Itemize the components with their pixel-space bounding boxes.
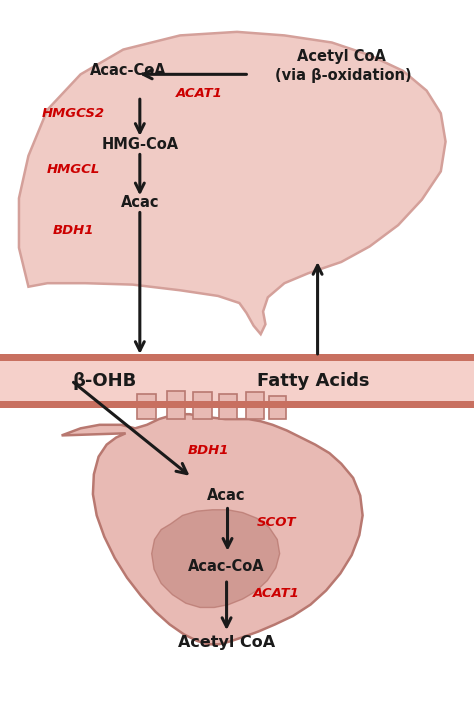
Text: BDH1: BDH1 [53,224,94,237]
Text: β-OHB: β-OHB [72,372,137,390]
Polygon shape [137,394,156,419]
Text: BDH1: BDH1 [188,444,229,457]
Polygon shape [19,32,446,334]
Text: HMGCL: HMGCL [47,164,100,176]
Polygon shape [269,396,286,419]
Polygon shape [62,414,363,644]
Text: HMG-CoA: HMG-CoA [101,137,178,152]
Text: Acetyl CoA: Acetyl CoA [178,635,275,651]
Polygon shape [0,354,474,361]
Polygon shape [246,392,264,419]
Text: Acac-CoA: Acac-CoA [188,559,265,574]
Text: Fatty Acids: Fatty Acids [256,372,369,390]
Text: HMGCS2: HMGCS2 [42,107,105,120]
Polygon shape [152,510,280,607]
Text: Acac: Acac [120,195,159,210]
Polygon shape [0,401,474,408]
Text: SCOT: SCOT [257,516,297,529]
Text: Acac-CoA: Acac-CoA [90,63,166,79]
Polygon shape [193,392,212,419]
Text: Acac: Acac [207,488,246,503]
Polygon shape [0,354,474,408]
Polygon shape [219,394,237,419]
Text: (via β-oxidation): (via β-oxidation) [275,68,412,84]
Text: ACAT1: ACAT1 [176,87,222,100]
Text: Acetyl CoA: Acetyl CoA [297,49,386,64]
Polygon shape [167,391,185,419]
Text: ACAT1: ACAT1 [253,587,299,600]
